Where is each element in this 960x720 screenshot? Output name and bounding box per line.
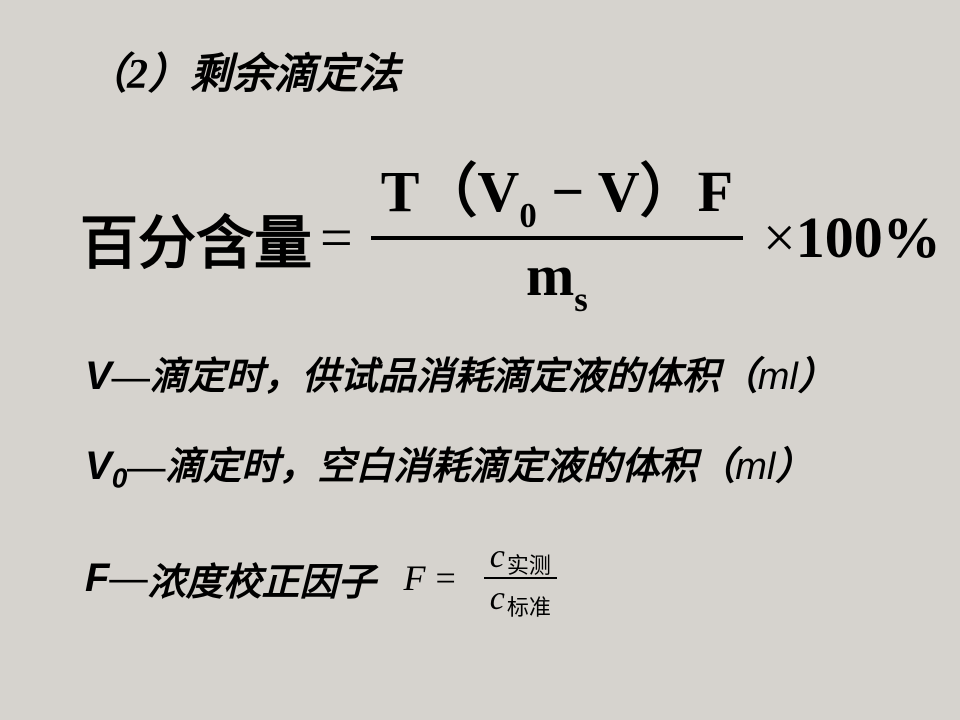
symbol-v0: V	[85, 444, 112, 488]
def-v0-text: 滴定时，空白消耗滴定液的体积（	[165, 446, 735, 488]
numerator: T（V0 − V）F	[371, 160, 743, 232]
f-den: c标准	[484, 582, 557, 616]
f-fraction: c实测 c标准	[484, 540, 557, 616]
symbol-v: V	[85, 354, 112, 398]
f-formula-eq: =	[435, 557, 455, 599]
definition-v0: V0—滴定时，空白消耗滴定液的体积（ml）	[85, 435, 813, 495]
definition-f: F—浓度校正因子 F = c实测 c标准	[85, 540, 557, 616]
f-num-c: c	[490, 540, 505, 574]
denominator: ms	[516, 244, 598, 316]
num-sub: 0	[519, 196, 536, 235]
section-heading: （2）剩余滴定法	[85, 40, 400, 101]
unit-ml: ml	[758, 356, 798, 398]
den-sub: s	[574, 280, 588, 319]
percent-sign: %	[883, 204, 941, 271]
close-paren: ）	[798, 356, 836, 398]
main-formula: 百分含量 = T（V0 − V）F ms × 100%	[80, 160, 941, 316]
f-num: c实测	[484, 540, 557, 574]
symbol-v0-sub: 0	[112, 463, 128, 494]
times-sign: ×	[763, 204, 796, 271]
definition-v: V—滴定时，供试品消耗滴定液的体积（ml）	[85, 345, 836, 400]
fraction: T（V0 − V）F ms	[371, 160, 743, 316]
f-den-sub: 标准	[507, 597, 551, 619]
den-m: m	[526, 243, 574, 308]
hundred: 100	[796, 204, 883, 271]
def-v-text: 滴定时，供试品消耗滴定液的体积（	[150, 356, 758, 398]
emdash: —	[109, 556, 147, 600]
emdash: —	[127, 446, 165, 488]
equals-sign: =	[320, 204, 353, 271]
slide: （2）剩余滴定法 百分含量 = T（V0 − V）F ms × 100% V—滴…	[0, 0, 960, 720]
f-den-c: c	[490, 582, 505, 616]
fraction-bar	[371, 236, 743, 240]
close-paren: ）	[775, 446, 813, 488]
unit-ml: ml	[735, 446, 775, 488]
emdash: —	[112, 356, 150, 398]
num-mid: − V）F	[537, 159, 733, 224]
symbol-f: F	[85, 556, 109, 601]
num-prefix: T（V	[381, 159, 520, 224]
f-formula-F: F	[403, 557, 425, 599]
def-f-text: 浓度校正因子	[147, 551, 375, 606]
formula-lhs: 百分含量	[80, 196, 312, 280]
f-num-sub: 实测	[507, 555, 551, 577]
